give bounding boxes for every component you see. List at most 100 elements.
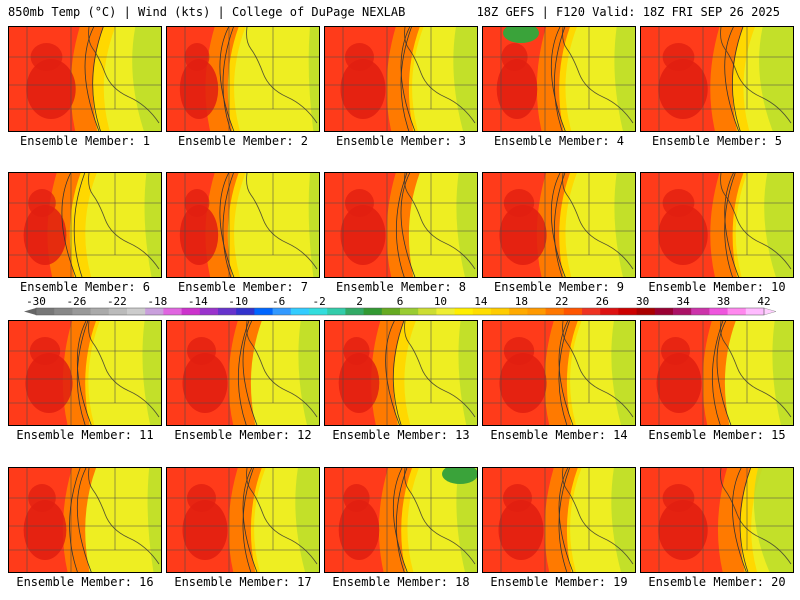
- colorbar-tick-label: -22: [107, 295, 127, 308]
- member-map-panel: [640, 467, 794, 573]
- member-caption: Ensemble Member: 10: [648, 280, 786, 294]
- colorbar-tick-label: 10: [434, 295, 447, 308]
- colorbar-swatch: [363, 308, 383, 315]
- colorbar-swatch: [218, 308, 237, 315]
- colorbar-swatch: [745, 308, 765, 315]
- colorbar-tick-label: -26: [67, 295, 87, 308]
- member-map-panel: [482, 320, 636, 426]
- colorbar-tick-label: 2: [356, 295, 363, 308]
- colorbar-tick-label: -18: [147, 295, 167, 308]
- member-caption: Ensemble Member: 16: [16, 575, 154, 589]
- colorbar-tick-label: -10: [228, 295, 248, 308]
- member-caption: Ensemble Member: 20: [648, 575, 786, 589]
- member-caption: Ensemble Member: 11: [16, 428, 154, 442]
- colorbar-swatch: [108, 308, 128, 315]
- colorbar-swatch: [491, 308, 510, 315]
- colorbar-swatch: [418, 308, 437, 315]
- colorbar-tick-label: 18: [515, 295, 528, 308]
- colorbar-swatch: [181, 308, 201, 315]
- colorbar-swatch: [563, 308, 583, 315]
- member-caption: Ensemble Member: 12: [174, 428, 312, 442]
- member-map-panel: [324, 26, 478, 132]
- member-map-panel: [8, 467, 162, 573]
- colorbar-swatch: [381, 308, 401, 315]
- colorbar-swatch: [673, 308, 692, 315]
- colorbar-swatch: [54, 308, 73, 315]
- colorbar-swatch: [600, 308, 619, 315]
- member-map-panel: [8, 172, 162, 278]
- colorbar-tick-label: -14: [188, 295, 208, 308]
- colorbar-tick-label: 34: [676, 295, 690, 308]
- member-caption: Ensemble Member: 14: [490, 428, 628, 442]
- member-map-panel: [482, 26, 636, 132]
- colorbar-swatch: [72, 308, 91, 315]
- member-caption: Ensemble Member: 8: [335, 280, 467, 294]
- colorbar-swatch: [509, 308, 528, 315]
- colorbar-swatch: [199, 308, 219, 315]
- member-map-panel: [324, 172, 478, 278]
- member-caption: Ensemble Member: 1: [19, 134, 151, 148]
- colorbar-swatch: [472, 308, 492, 315]
- colorbar-swatch: [400, 308, 419, 315]
- colorbar-swatch: [709, 308, 728, 315]
- colorbar-swatch: [290, 308, 310, 315]
- colorbar-swatch: [345, 308, 364, 315]
- member-caption: Ensemble Member: 13: [332, 428, 470, 442]
- colorbar-tick-label: 6: [397, 295, 404, 308]
- colorbar-swatch: [654, 308, 674, 315]
- member-map-panel: [324, 320, 478, 426]
- member-caption: Ensemble Member: 4: [493, 134, 625, 148]
- chart-header-left: 850mb Temp (°C) | Wind (kts) | College o…: [8, 5, 406, 19]
- colorbar-tick-label: 22: [555, 295, 568, 308]
- colorbar-swatch: [36, 308, 55, 315]
- colorbar-swatch: [254, 308, 273, 315]
- member-map-panel: [482, 172, 636, 278]
- colorbar-swatch: [545, 308, 565, 315]
- member-caption: Ensemble Member: 6: [19, 280, 151, 294]
- member-caption: Ensemble Member: 7: [177, 280, 309, 294]
- member-map-panel: [640, 172, 794, 278]
- member-map-panel: [8, 320, 162, 426]
- colorbar-swatch: [527, 308, 546, 315]
- temperature-colorbar: -30 -26 -22 -18 -14 -10 -6 -2 2 6 10 14 18 22 26 30 34 38…: [0, 294, 800, 324]
- colorbar-swatch: [636, 308, 656, 315]
- member-map-panel: [640, 320, 794, 426]
- colorbar-tick-label: 38: [717, 295, 730, 308]
- member-map-panel: [8, 26, 162, 132]
- colorbar-swatch: [272, 308, 292, 315]
- member-map-panel: [166, 172, 320, 278]
- colorbar-tick-label: -30: [26, 295, 46, 308]
- colorbar-tick-label: 14: [474, 295, 488, 308]
- member-caption: Ensemble Member: 2: [177, 134, 309, 148]
- colorbar-swatch: [727, 308, 747, 315]
- colorbar-swatch: [618, 308, 637, 315]
- member-caption: Ensemble Member: 19: [490, 575, 628, 589]
- colorbar-swatch: [454, 308, 474, 315]
- colorbar-swatch: [90, 308, 110, 315]
- colorbar-tick-label: 30: [636, 295, 649, 308]
- member-map-panel: [482, 467, 636, 573]
- colorbar-swatch: [691, 308, 710, 315]
- member-caption: Ensemble Member: 15: [648, 428, 786, 442]
- colorbar-swatch: [163, 308, 182, 315]
- colorbar-tick-label: 26: [596, 295, 609, 308]
- member-caption: Ensemble Member: 3: [335, 134, 467, 148]
- colorbar-swatch: [582, 308, 601, 315]
- member-map-panel: [640, 26, 794, 132]
- colorbar-swatch: [236, 308, 255, 315]
- colorbar-swatch: [327, 308, 346, 315]
- colorbar-tick-label: -2: [312, 295, 325, 308]
- colorbar-swatch: [436, 308, 455, 315]
- colorbar-swatch: [309, 308, 328, 315]
- member-caption: Ensemble Member: 5: [651, 134, 783, 148]
- colorbar-tick-label: -6: [272, 295, 285, 308]
- colorbar-tick-label: 42: [757, 295, 770, 308]
- member-map-panel: [166, 467, 320, 573]
- member-caption: Ensemble Member: 18: [332, 575, 470, 589]
- member-map-panel: [166, 26, 320, 132]
- colorbar-swatch: [127, 308, 146, 315]
- member-caption: Ensemble Member: 9: [493, 280, 625, 294]
- member-caption: Ensemble Member: 17: [174, 575, 312, 589]
- colorbar-swatch: [145, 308, 164, 315]
- member-map-panel: [324, 467, 478, 573]
